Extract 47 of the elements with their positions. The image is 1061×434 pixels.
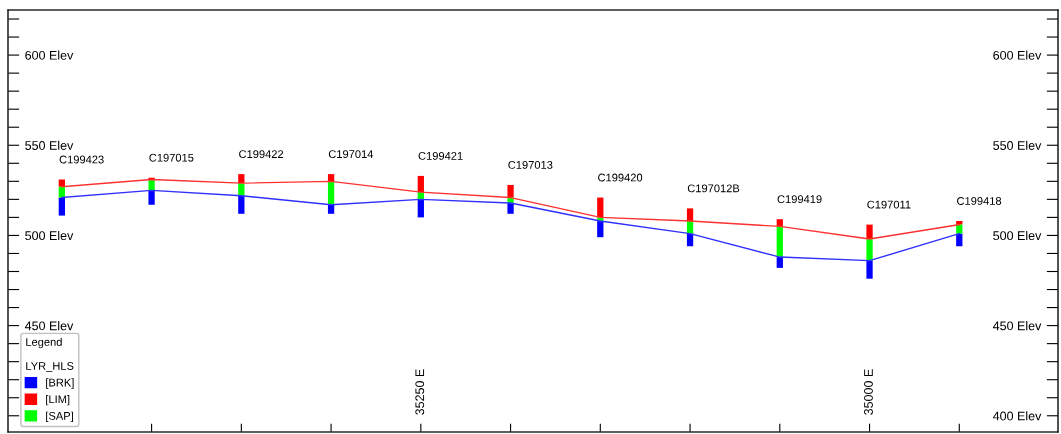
y2-tick-label: 500 Elev <box>993 230 1042 241</box>
bar <box>866 239 873 261</box>
y-tick-label: 450 Elev <box>24 321 74 331</box>
annotation: C199418 <box>957 197 1002 205</box>
legend-title: LYR_HLS <box>26 362 74 372</box>
bar <box>776 219 783 227</box>
bar <box>417 199 424 218</box>
bar <box>866 260 873 279</box>
bar <box>686 208 694 221</box>
annotation: C197012B <box>687 184 740 193</box>
annotation: C199421 <box>418 151 463 160</box>
bar <box>238 195 245 214</box>
annotation: C199422 <box>239 150 284 159</box>
bar <box>327 181 335 205</box>
x-tick-label: 35000 E <box>864 369 873 415</box>
bar <box>597 221 604 238</box>
annotation: C197015 <box>149 153 194 162</box>
annotation: C197014 <box>328 150 374 159</box>
x-tick-label: 35250 E <box>415 369 425 415</box>
bar <box>776 226 783 258</box>
bar <box>148 190 155 205</box>
annotation: Legend <box>26 337 62 349</box>
y2-tick-label: 400 Elev <box>992 411 1042 421</box>
legend-label: [SAP] <box>46 411 73 422</box>
annotation: C199419 <box>777 195 822 204</box>
annotation: C199423 <box>59 155 104 164</box>
bar <box>417 175 424 193</box>
bar <box>776 257 783 268</box>
y2-tick-label: 550 Elev <box>993 140 1042 150</box>
y-tick-label: 500 Elev <box>25 230 74 241</box>
legend-label: [LIM] <box>46 395 70 406</box>
bar <box>327 174 335 182</box>
bar <box>327 204 335 214</box>
bar <box>58 197 65 216</box>
bar <box>866 224 873 240</box>
annotation: C199420 <box>598 173 643 182</box>
y-tick-label: 600 Elev <box>25 50 74 60</box>
annotation: C197013 <box>508 160 553 169</box>
bar <box>148 179 155 191</box>
y2-tick-label: 600 Elev <box>993 50 1042 60</box>
bar <box>58 186 65 198</box>
bar <box>507 202 514 214</box>
y-tick-label: 550 Elev <box>25 140 74 150</box>
y2-tick-label: 450 Elev <box>992 321 1042 331</box>
annotation: C197011 <box>867 200 911 209</box>
bar <box>507 184 514 198</box>
legend-label: [BRK] <box>46 378 74 389</box>
